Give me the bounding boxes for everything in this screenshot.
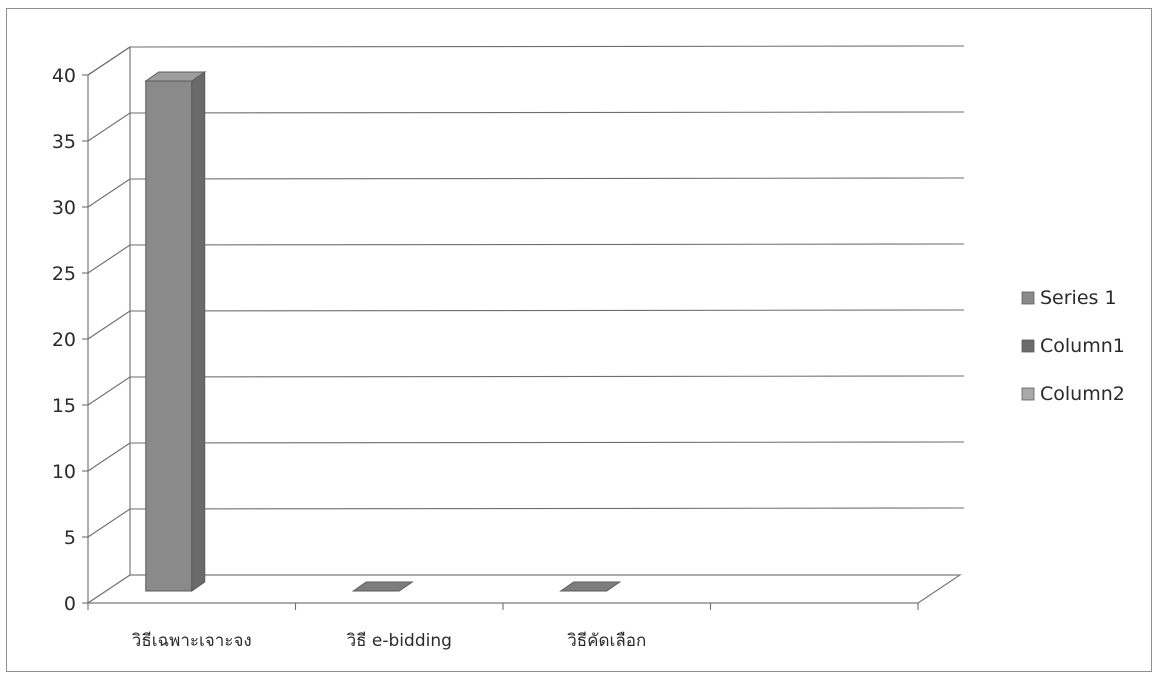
y-tick-label: 10	[52, 461, 76, 483]
legend-swatch	[1021, 291, 1035, 305]
legend-label: Column2	[1040, 383, 1125, 405]
grid-lines	[87, 45, 965, 538]
y-tick-label: 0	[64, 593, 76, 615]
grid-line	[129, 177, 965, 180]
y-tick-label: 30	[52, 197, 76, 219]
x-tick-label: วิธี e-bidding	[346, 631, 452, 651]
bars	[144, 71, 622, 592]
legend-item: Column1	[1021, 335, 1125, 357]
grid-line-side	[87, 178, 131, 208]
legend-item: Column2	[1021, 383, 1125, 405]
y-tick-label: 5	[64, 527, 76, 549]
grid-line	[129, 441, 965, 444]
grid-line-side	[87, 508, 131, 538]
y-tick-label: 25	[52, 263, 76, 285]
grid-line	[129, 243, 965, 246]
grid-line	[129, 111, 965, 114]
bar	[144, 71, 207, 592]
floor	[86, 574, 962, 604]
x-tick-label: วิธีเฉพาะเจาะจง	[131, 631, 251, 651]
grid-line-side	[87, 310, 131, 340]
chart-walls	[86, 45, 962, 605]
grid-line	[129, 309, 965, 312]
y-tick-label: 20	[52, 329, 76, 351]
grid-line	[129, 507, 965, 510]
legend-item: Series 1	[1021, 287, 1117, 309]
y-tick-label: 35	[52, 131, 76, 153]
grid-line	[129, 45, 965, 48]
legend-label: Column1	[1040, 335, 1125, 357]
y-tick-label: 40	[52, 65, 76, 87]
legend-label: Series 1	[1040, 287, 1117, 309]
grid-line-side	[87, 442, 131, 472]
grid-line-side	[87, 112, 131, 142]
x-axis-ticks: วิธีเฉพาะเจาะจง วิธี e-bidding วิธีคัดเลือ…	[87, 603, 919, 651]
y-tick-label: 15	[52, 395, 76, 417]
grid-line-side	[87, 376, 131, 406]
legend-swatch	[1021, 339, 1035, 353]
legend-swatch	[1021, 387, 1035, 401]
y-axis-ticks: 0 5 10 15 20 25 30 35 40	[52, 65, 88, 615]
grid-line-side	[87, 244, 131, 274]
bar	[351, 581, 414, 592]
bar	[559, 581, 622, 592]
x-tick-label: วิธีคัดเลือก	[567, 631, 647, 651]
legend: Series 1 Column1 Column2	[1021, 287, 1125, 405]
grid-line-side	[87, 46, 131, 76]
grid-line	[129, 375, 965, 378]
